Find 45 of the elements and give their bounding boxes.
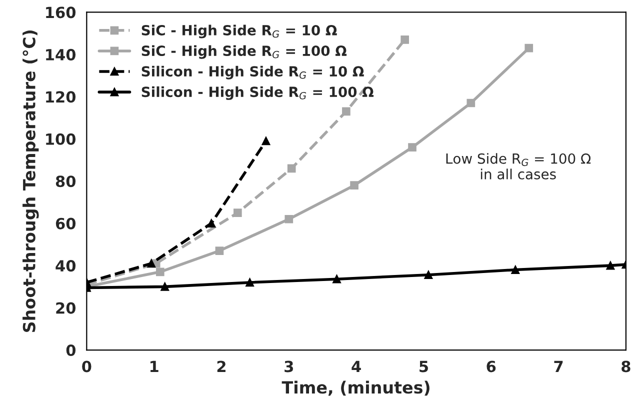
point xyxy=(262,136,270,146)
point xyxy=(160,282,170,291)
y-tick-label: 160 xyxy=(46,6,76,18)
point xyxy=(147,259,156,268)
y-tick-label: 140 xyxy=(46,48,76,60)
point xyxy=(246,278,254,287)
legend-label: Silicon - High Side R$_{G}$ = 10 Ω xyxy=(142,66,364,80)
x-tick-label: 1 xyxy=(150,360,158,372)
point xyxy=(342,107,350,116)
point xyxy=(511,266,520,274)
x-tick-label: 0 xyxy=(82,360,92,372)
point xyxy=(524,44,534,52)
point xyxy=(215,246,224,255)
point xyxy=(287,164,296,173)
legend-label: SiC - High Side R$_{G}$ = 100 Ω xyxy=(142,45,347,59)
x-tick-label: 7 xyxy=(554,360,563,372)
y-tick-label: 40 xyxy=(56,260,76,272)
point xyxy=(400,35,410,44)
point xyxy=(207,219,216,228)
x-tick-label: 2 xyxy=(217,360,226,372)
y-tick-label: 120 xyxy=(46,91,76,103)
x-tick-label: 4 xyxy=(352,360,361,372)
point xyxy=(466,98,476,108)
legend-label: Silicon - High Side R$_{G}$ = 100 Ω xyxy=(142,86,374,100)
y-tick-label: 80 xyxy=(56,176,76,188)
point xyxy=(156,268,164,276)
x-axis-title: Time, (minutes) xyxy=(282,380,430,396)
point xyxy=(284,214,294,224)
x-tick-label: 3 xyxy=(284,360,293,372)
x-tick-label: 8 xyxy=(622,360,630,372)
point xyxy=(408,143,416,152)
point xyxy=(350,181,358,190)
y-tick-label: 0 xyxy=(66,344,76,356)
y-tick-label: 60 xyxy=(56,218,76,230)
point xyxy=(332,274,341,284)
annotation: Low Side R$_{G}$ = 100 Ω in all cases xyxy=(446,153,591,180)
legend-label: SiC - High Side R$_{G}$ = 10 Ω xyxy=(142,24,337,38)
y-tick-label: 20 xyxy=(56,302,76,314)
point xyxy=(424,270,433,280)
x-tick-label: 6 xyxy=(486,360,496,372)
x-tick-label: 5 xyxy=(420,360,428,372)
point xyxy=(234,208,242,217)
point xyxy=(606,261,615,270)
y-tick-label: 100 xyxy=(46,133,76,145)
y-axis-title: Shoot-through Temperature (°C) xyxy=(22,30,39,332)
